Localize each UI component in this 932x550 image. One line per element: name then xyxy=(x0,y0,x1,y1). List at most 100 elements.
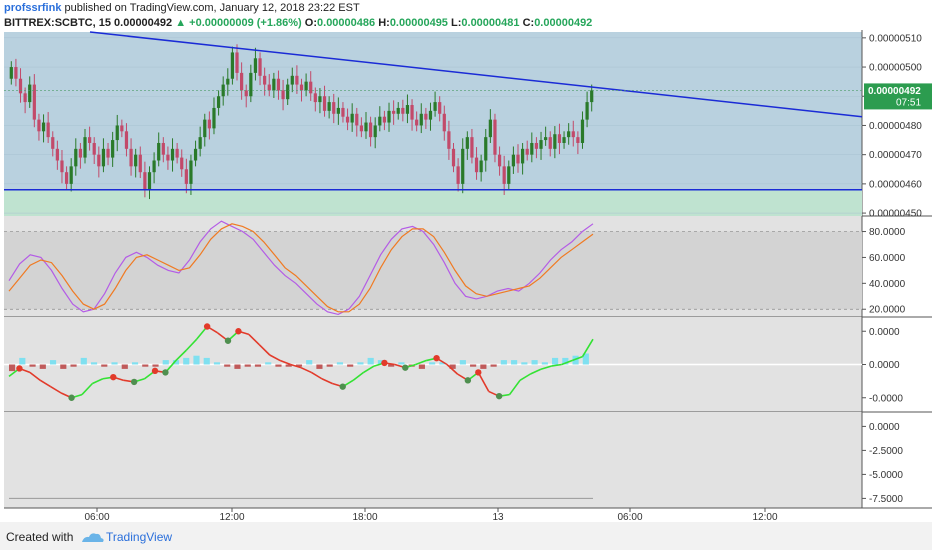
candle-body xyxy=(92,142,96,155)
stochastic-tick-label: 80.0000 xyxy=(869,227,906,238)
oscillator-segment xyxy=(530,368,542,375)
stochastic-tick-label: 40.0000 xyxy=(869,279,906,290)
candle-body xyxy=(46,122,50,138)
candle-body xyxy=(134,154,138,167)
histogram-bar xyxy=(336,362,344,365)
candle-body xyxy=(442,113,446,132)
candle-body xyxy=(392,110,396,114)
last-price: 0.00000492 xyxy=(114,17,173,29)
open-value: 0.00000486 xyxy=(317,17,376,29)
oscillator-cross-dot xyxy=(339,383,346,390)
oscillator-tick-label: 0.0000 xyxy=(869,360,900,371)
up-triangle-icon: ▲ xyxy=(175,17,187,29)
histogram-bar xyxy=(101,364,108,367)
histogram-bar xyxy=(142,364,149,367)
candle-body xyxy=(373,125,377,138)
candle-body xyxy=(322,96,327,111)
candle-body xyxy=(345,116,350,123)
time-tick-label: 12:00 xyxy=(219,512,244,522)
oscillator-segment xyxy=(39,379,52,388)
candle-body xyxy=(221,84,225,97)
oscillator-segment xyxy=(551,363,562,367)
candle-body xyxy=(447,131,451,149)
oscillator-segment xyxy=(519,373,531,382)
histogram-bar xyxy=(418,364,425,369)
candle-body xyxy=(516,154,520,164)
stochastic-tick-label: 20.0000 xyxy=(869,305,906,316)
histogram-bar xyxy=(49,360,57,365)
candle-body xyxy=(378,116,382,126)
candle-body xyxy=(184,169,188,184)
candle-body xyxy=(548,137,552,149)
candle-body xyxy=(382,116,387,123)
candle-body xyxy=(263,75,267,85)
candle-body xyxy=(474,157,479,173)
oscillator-segment xyxy=(311,371,323,380)
histogram-bar xyxy=(90,362,98,365)
candle-body xyxy=(451,148,456,167)
candle-body xyxy=(415,119,419,126)
candle-body xyxy=(438,102,442,114)
oscillator-segment xyxy=(29,371,41,381)
histogram-bar xyxy=(111,362,118,365)
candle-body xyxy=(175,148,179,158)
candle-body xyxy=(465,137,469,149)
candle-body xyxy=(207,119,211,129)
pane-1-background xyxy=(4,32,862,216)
created-with-text: Created with xyxy=(6,530,74,544)
histogram-bar xyxy=(162,360,169,365)
candle-body xyxy=(101,148,106,167)
time-tick-label: 06:00 xyxy=(84,512,109,522)
candle-body xyxy=(479,160,483,173)
stochastic-d-line xyxy=(8,223,594,313)
chart-area[interactable]: 0.000005100.000005000.000004900.00000480… xyxy=(0,30,932,522)
candle-body xyxy=(170,148,175,161)
candle-body xyxy=(456,166,460,184)
symbol-label[interactable]: BITTREX:SCBTC, 15 xyxy=(4,17,111,29)
oscillator-tick-label: -0.0000 xyxy=(869,393,903,404)
candle-body xyxy=(493,119,497,155)
oscillator-cross-dot xyxy=(130,378,138,386)
author-name[interactable]: profssrfink xyxy=(4,2,62,14)
oscillator-segment xyxy=(540,365,552,371)
oscillator-segment xyxy=(561,359,573,366)
candle-body xyxy=(424,113,428,120)
candle-body xyxy=(332,102,336,114)
tradingview-brand[interactable]: TradingView xyxy=(106,530,173,544)
candle-body xyxy=(143,172,147,190)
candle-body xyxy=(313,93,317,103)
oscillator-segment xyxy=(50,385,62,394)
candle-body xyxy=(318,96,322,103)
candle-body xyxy=(557,134,562,143)
candle-body xyxy=(396,107,400,114)
histogram-bar xyxy=(203,357,210,365)
candle-body xyxy=(511,154,516,167)
price-tick-label: 0.00000510 xyxy=(869,33,922,44)
indicator-tick-label: 0.0000 xyxy=(869,422,900,433)
indicator-tick-label: -7.5000 xyxy=(869,494,903,505)
candle-body xyxy=(571,131,575,138)
price-tick-label: 0.00000500 xyxy=(869,63,922,74)
high-value: 0.00000495 xyxy=(389,17,448,29)
histogram-bar xyxy=(60,364,67,369)
oscillator-tick-label: 0.0000 xyxy=(869,327,900,338)
close-label: C: xyxy=(522,17,535,29)
candle-body xyxy=(327,102,331,111)
candle-body xyxy=(355,113,359,126)
price-tick-label: 0.00000480 xyxy=(869,121,922,132)
histogram-bar xyxy=(388,364,395,367)
oscillator-segment xyxy=(508,379,521,396)
time-tick-label: 18:00 xyxy=(352,512,377,522)
candle-body xyxy=(74,148,78,167)
candle-body xyxy=(138,154,142,173)
histogram-bar xyxy=(562,357,569,365)
candle-body xyxy=(60,160,64,173)
candle-body xyxy=(226,78,230,85)
histogram-bar xyxy=(552,357,559,365)
candle-body xyxy=(83,137,87,158)
candle-body xyxy=(410,105,414,120)
candle-body xyxy=(341,107,345,117)
candle-body xyxy=(585,102,589,120)
candle-body xyxy=(230,52,235,79)
indicator-tick-label: -2.5000 xyxy=(869,446,903,457)
